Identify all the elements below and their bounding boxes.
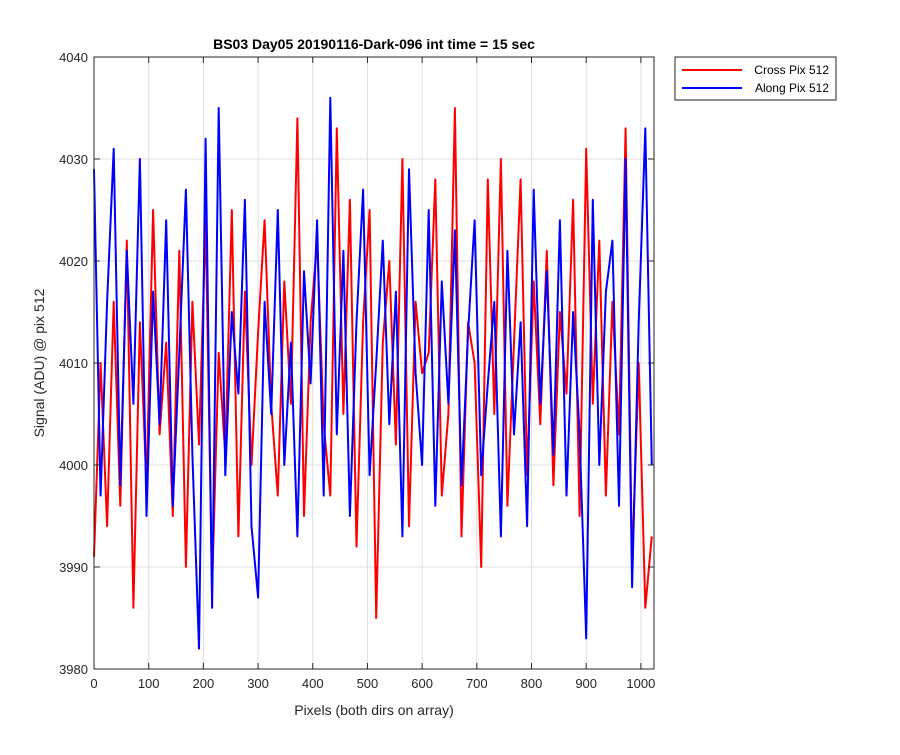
ticks: 0 100 200 300 400 500 600 700 800 900 1000 3980 3990… xyxy=(59,50,655,691)
x-tick-label: 700 xyxy=(466,676,488,691)
x-tick-label: 100 xyxy=(138,676,160,691)
legend-box xyxy=(674,56,837,101)
y-tick-label: 4040 xyxy=(59,50,88,65)
y-axis-label: Signal (ADU) @ pix 512 xyxy=(31,288,47,437)
series-layer xyxy=(93,96,653,650)
x-tick-label: 200 xyxy=(193,676,215,691)
y-tick-label: 4010 xyxy=(59,356,88,371)
x-tick-label: 500 xyxy=(357,676,379,691)
x-tick-label: 300 xyxy=(247,676,269,691)
series-line-along-pix-512 xyxy=(93,96,653,650)
x-axis-label: Pixels (both dirs on array) xyxy=(294,702,454,718)
x-tick-label: 800 xyxy=(521,676,543,691)
legend-label-along-pix-512: Along Pix 512 xyxy=(755,81,829,95)
x-tick-label: 900 xyxy=(575,676,597,691)
x-tick-label: 400 xyxy=(302,676,324,691)
chart-title: BS03 Day05 20190116-Dark-096 int time = … xyxy=(213,36,535,52)
legend-label-cross-pix-512: Cross Pix 512 xyxy=(754,63,829,77)
x-tick-label: 1000 xyxy=(626,676,655,691)
y-tick-label: 4000 xyxy=(59,458,88,473)
y-tick-label: 3990 xyxy=(59,560,88,575)
x-tick-label: 0 xyxy=(90,676,97,691)
x-tick-label: 600 xyxy=(411,676,433,691)
y-tick-label: 4020 xyxy=(59,254,88,269)
y-tick-label: 3980 xyxy=(59,662,88,677)
legend[interactable]: Cross Pix 512 Along Pix 512 xyxy=(674,56,837,101)
y-tick-label: 4030 xyxy=(59,152,88,167)
